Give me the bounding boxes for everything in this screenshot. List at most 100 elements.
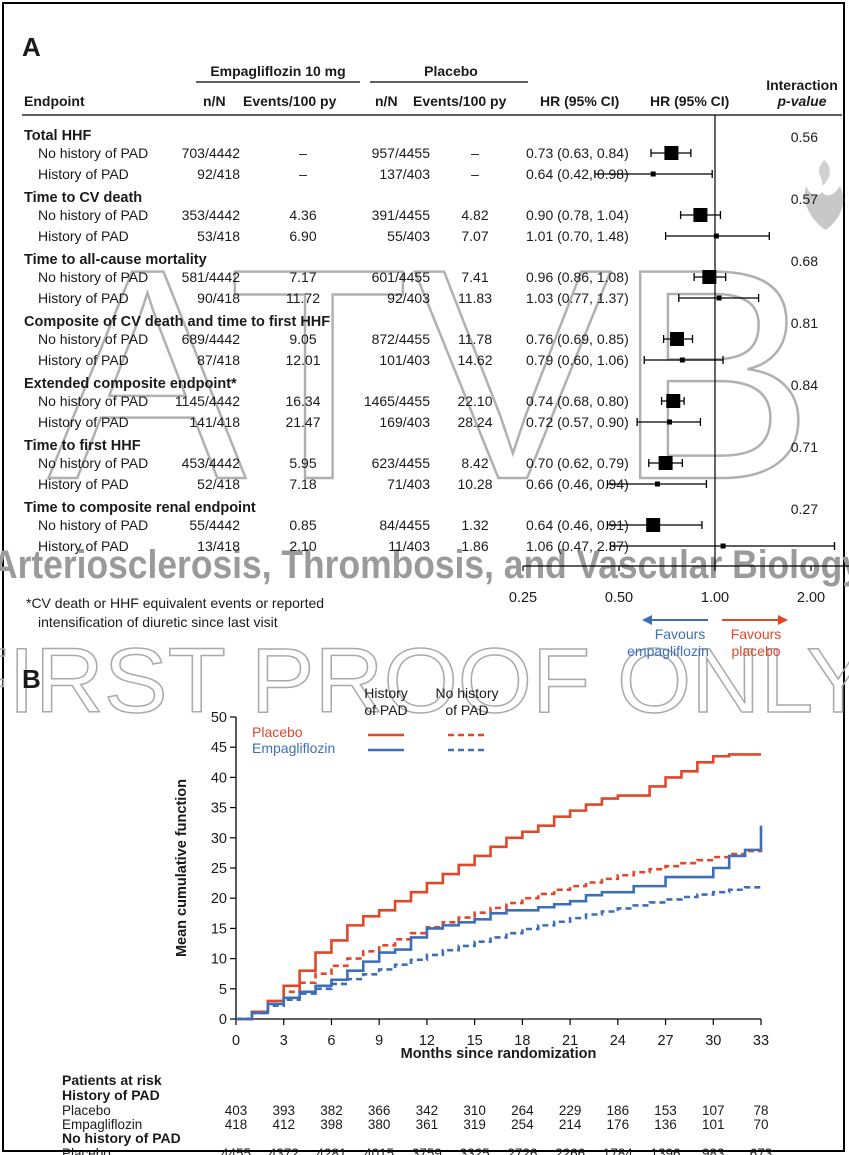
series-line-3 [236,884,763,1021]
empa-events-value: 2.10 [289,538,316,554]
subgroup-label: History of PAD [38,166,129,182]
series-line-2 [236,825,763,1021]
risk-value: 4281 [316,1146,346,1155]
placebo-events-value: 1.86 [461,538,488,554]
empa-nN-value: 13/418 [197,538,240,554]
empa-events-value: 7.18 [289,476,316,492]
hr-ci-value: 0.96 (0.86, 1.08) [526,269,629,285]
x-tick-label: 21 [562,1033,578,1049]
placebo-nN-value: 101/403 [379,352,430,368]
hr-ci-value: 0.66 (0.46, 0.94) [526,476,629,492]
placebo-nN-value: 11/403 [388,538,430,554]
y-tick-label: 50 [211,710,227,726]
subgroup-label: No history of PAD [38,455,148,471]
risk-value: 2266 [555,1146,585,1155]
endpoint-column-header: Endpoint [24,93,85,109]
subgroup-label: History of PAD [38,352,129,368]
placebo-nN-value: 601/4455 [372,269,431,285]
hr-point [713,233,719,239]
legend-placebo-label: Placebo [252,724,303,740]
y-tick-label: 0 [219,1012,227,1028]
risk-row-label: Placebo [62,1103,111,1118]
hr-point [702,270,717,284]
empa-events-value: 11.72 [286,290,320,306]
empa-nN-value: 92/418 [197,166,240,182]
hr-point [666,394,681,408]
placebo-events-value: – [471,166,479,182]
risk-table-title: Patients at risk [62,1072,162,1088]
subgroup-label: History of PAD [38,228,129,244]
hr-point [679,357,685,363]
forest-x-tick-label: 0.50 [605,590,633,606]
subgroup-label: No history of PAD [38,331,148,347]
risk-value: 361 [416,1117,439,1132]
placebo-events-value: 8.42 [461,455,488,471]
y-tick-label: 30 [211,831,227,847]
subgroup-label: History of PAD [38,414,129,430]
hr-point [669,332,684,346]
hr-point [720,543,726,549]
empa-nN-column-header: n/N [203,93,226,109]
hr-text-column-header: HR (95% CI) [540,93,619,109]
risk-value: 380 [368,1117,391,1132]
series-line-1 [236,848,763,1021]
x-tick-label: 3 [280,1033,288,1049]
placebo-nN-value: 84/4455 [379,517,430,533]
interaction-p-value: 0.68 [791,253,818,269]
favours-empagliflozin-arrowhead [642,615,652,625]
placebo-nN-value: 1465/4455 [364,393,430,409]
legend-history-header-2: of PAD [364,702,407,718]
empa-events-value: 4.36 [289,207,316,223]
risk-value: 398 [320,1117,343,1132]
risk-value: 107 [702,1103,725,1118]
subgroup-label: No history of PAD [38,517,148,533]
empa-nN-value: 90/418 [197,290,240,306]
placebo-events-value: 10.28 [457,476,492,492]
x-tick-label: 12 [419,1033,435,1049]
hr-ci-value: 0.72 (0.57, 0.90) [526,414,629,430]
subgroup-label: No history of PAD [38,393,148,409]
endpoint-title: Time to all-cause mortality [24,252,207,268]
interaction-p-value: 0.81 [791,315,818,331]
y-tick-label: 5 [219,982,227,998]
subgroup-label: No history of PAD [38,269,148,285]
placebo-events-column-header: Events/100 py [413,93,507,109]
empa-nN-value: 353/4442 [182,207,241,223]
x-tick-label: 9 [375,1033,383,1049]
empa-events-value: 21.47 [285,414,320,430]
hr-point [664,146,679,160]
footnote-line2: intensification of diuretic since last v… [38,614,278,630]
placebo-events-value: 11.78 [458,331,492,347]
hr-point [654,481,660,487]
favours-placebo-line2: placebo [731,643,780,659]
hr-point [650,171,656,177]
empa-nN-value: 581/4442 [182,269,241,285]
aha-logo-icon [804,160,844,230]
interaction-p-value: 0.84 [791,377,818,393]
hr-ci-value: 1.06 (0.47, 2.37) [526,538,629,554]
placebo-nN-value: 137/403 [379,166,430,182]
empa-events-column-header: Events/100 py [243,93,337,109]
endpoint-title: Extended composite endpoint* [24,376,237,392]
interaction-p-value: 0.71 [791,439,818,455]
placebo-events-value: 22.10 [457,393,492,409]
aha-logo-flame [818,160,830,186]
subgroup-label: No history of PAD [38,145,148,161]
risk-section-title: No history of PAD [62,1130,181,1146]
empagliflozin-group-header: Empagliflozin 10 mg [210,63,345,79]
interaction-p-value: 0.56 [791,129,818,145]
forest-x-tick-label: 0.25 [509,590,537,606]
risk-value: 4015 [364,1146,394,1155]
risk-row-label: Placebo [62,1146,111,1155]
interaction-p-value: 0.27 [791,501,818,517]
risk-value: 176 [607,1117,630,1132]
y-tick-label: 25 [211,861,227,877]
subgroup-label: History of PAD [38,538,129,554]
favours-empagliflozin-line1: Favours [655,626,706,642]
watermark-journal: Arteriosclerosis, Thrombosis, and Vascul… [0,543,849,587]
risk-value: 382 [320,1103,343,1118]
risk-value: 78 [753,1103,768,1118]
hr-plot-column-header: HR (95% CI) [650,93,729,109]
